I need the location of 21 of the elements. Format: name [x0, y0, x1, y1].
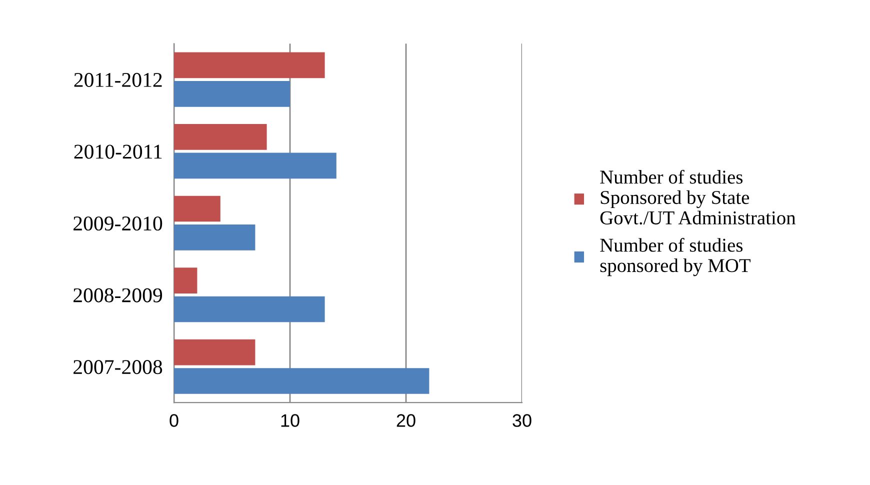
- y-tick-label: 2010-2011: [74, 144, 162, 159]
- bar: [174, 124, 267, 150]
- y-tick-label: 2008-2009: [74, 288, 162, 302]
- y-tick-label: 2009-2010: [74, 216, 162, 231]
- bar: [174, 368, 430, 394]
- y-tick-label: 2007-2008: [74, 360, 162, 374]
- bar: [174, 196, 220, 222]
- bar: [174, 339, 256, 366]
- bar: [174, 80, 290, 107]
- x-tick-label: 20: [396, 414, 416, 427]
- bar: [174, 52, 325, 78]
- bar: [174, 268, 198, 294]
- bar: [174, 224, 256, 250]
- bar: [174, 152, 336, 179]
- x-tick-label: 0: [170, 414, 178, 427]
- legend-label: Number of studies Sponsored by State Govt./UT Administration: [600, 170, 796, 225]
- legend-label: Number of studies sponsored by MOT: [600, 238, 750, 276]
- x-tick-label: 30: [512, 414, 532, 427]
- y-tick-label: 2011-2012: [74, 72, 162, 87]
- x-tick-label: 10: [281, 414, 300, 427]
- bar: [174, 296, 325, 322]
